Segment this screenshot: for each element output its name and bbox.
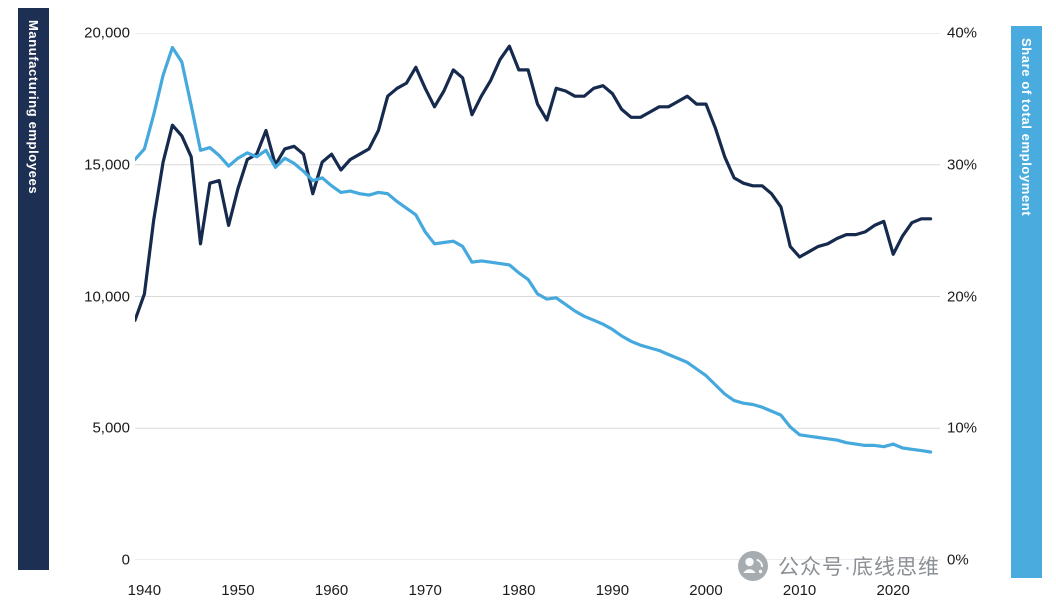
right-axis-title: Share of total employment bbox=[1019, 38, 1034, 217]
series-line-share bbox=[135, 45, 933, 454]
wechat-official-account-icon bbox=[738, 551, 768, 581]
plot-area bbox=[135, 33, 940, 560]
watermark-text: 公众号·底线思维 bbox=[778, 556, 940, 579]
left-axis-title: Manufacturing employees bbox=[26, 20, 41, 195]
series-line-employees bbox=[135, 44, 933, 322]
x-axis-tick: 1960 bbox=[314, 582, 349, 599]
chart-plot-svg bbox=[135, 33, 940, 560]
x-axis-tick: 1980 bbox=[502, 582, 536, 599]
left-axis-title-bar: Manufacturing employees bbox=[18, 8, 49, 570]
x-axis-tick: 1940 bbox=[127, 582, 162, 599]
x-axis-tick: 2020 bbox=[876, 582, 910, 599]
x-axis-tick: 1990 bbox=[595, 582, 630, 599]
y-axis-tick-left: 20,000 bbox=[84, 24, 130, 42]
y-axis-tick-left: 15,000 bbox=[84, 156, 130, 174]
y-axis-tick-right: 40% bbox=[947, 24, 978, 42]
right-axis-title-bar: Share of total employment bbox=[1011, 26, 1042, 578]
y-axis-tick-left: 5,000 bbox=[92, 419, 130, 437]
x-axis-tick: 1950 bbox=[221, 582, 255, 599]
x-axis-tick: 2010 bbox=[782, 582, 817, 599]
y-axis-tick-right: 10% bbox=[947, 419, 978, 437]
y-axis-tick-right: 20% bbox=[947, 288, 978, 305]
x-axis-tick: 2000 bbox=[689, 582, 723, 599]
watermark: 公众号·底线思维 bbox=[737, 550, 940, 582]
y-axis-tick-left: 10,000 bbox=[84, 288, 130, 305]
y-axis-tick-right: 0% bbox=[947, 551, 969, 569]
y-axis-tick-right: 30% bbox=[947, 156, 978, 174]
y-axis-tick-left: 0 bbox=[121, 551, 130, 569]
x-axis-tick: 1970 bbox=[408, 582, 442, 599]
